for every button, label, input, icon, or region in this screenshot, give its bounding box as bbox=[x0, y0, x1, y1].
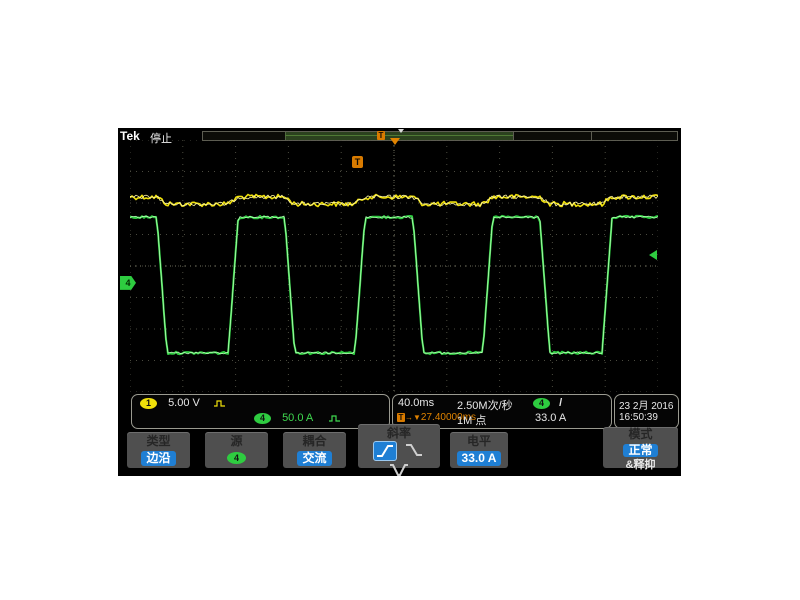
menu-trigger-mode-value2: &释抑 bbox=[625, 459, 656, 471]
menu-trigger-type[interactable]: 类型 边沿 bbox=[127, 432, 190, 468]
menu-trigger-slope-label: 斜率 bbox=[386, 426, 411, 440]
menu-trigger-level[interactable]: 电平 33.0 A bbox=[450, 432, 508, 468]
timebase-readout: 40.0ms bbox=[398, 397, 435, 409]
menu-trigger-source-label: 源 bbox=[230, 434, 243, 448]
expansion-point-icon[interactable] bbox=[390, 138, 400, 145]
time-readout: 16:50:39 bbox=[619, 412, 658, 423]
falling-slope-icon[interactable] bbox=[403, 441, 425, 459]
menu-trigger-mode-value: 正常 bbox=[623, 444, 658, 457]
sample-rate-readout: 2.50M次/秒 bbox=[457, 400, 513, 412]
trigger-position-icon[interactable]: T bbox=[352, 156, 363, 168]
oscilloscope-screen: Tek 停止 T T 4 1 5.00 V bbox=[118, 128, 681, 476]
menu-trigger-source-badge: 4 bbox=[227, 451, 246, 464]
ch4-bandwidth-icon bbox=[328, 414, 340, 422]
graticule bbox=[130, 140, 658, 392]
record-length-readout: 1M 点 bbox=[457, 415, 487, 427]
acquisition-status-label: 停止 bbox=[150, 133, 172, 145]
record-view-bar[interactable]: T bbox=[202, 129, 678, 141]
record-view-window[interactable] bbox=[285, 132, 513, 140]
ch1-bandwidth-icon bbox=[213, 399, 225, 407]
menu-trigger-coupling[interactable]: 耦合 交流 bbox=[283, 432, 346, 468]
record-view-bracket-right bbox=[513, 132, 514, 140]
menu-trigger-slope[interactable]: 斜率 bbox=[358, 424, 440, 476]
record-view-trigger-icon[interactable]: T bbox=[377, 131, 385, 140]
menu-trigger-coupling-label: 耦合 bbox=[302, 434, 327, 448]
horizontal-trigger-readout-box: 40.0ms 2.50M次/秒 4 / T →▼27.40000ms 1M 点 3… bbox=[392, 394, 612, 429]
menu-trigger-source[interactable]: 源 4 bbox=[205, 432, 268, 468]
ch1-scale: 5.00 V bbox=[168, 397, 200, 409]
datetime-box: 23 2月 2016 16:50:39 bbox=[614, 394, 679, 429]
ch4-badge[interactable]: 4 bbox=[254, 412, 271, 424]
menu-trigger-type-value: 边沿 bbox=[141, 451, 176, 466]
trigger-source-badge: 4 bbox=[533, 397, 550, 409]
menu-trigger-coupling-value: 交流 bbox=[297, 451, 332, 466]
either-slope-icon[interactable] bbox=[388, 461, 410, 479]
waveform-traces bbox=[130, 193, 658, 356]
ch4-ground-marker[interactable]: 4 bbox=[120, 275, 136, 290]
menu-trigger-level-label: 电平 bbox=[466, 434, 491, 448]
tek-logo: Tek bbox=[120, 129, 140, 143]
rising-slope-icon[interactable] bbox=[372, 441, 397, 461]
trigger-delay-readout: 27.40000ms bbox=[420, 412, 476, 423]
date-readout: 23 2月 2016 bbox=[619, 401, 674, 412]
trigger-level-readout: 33.0 A bbox=[535, 412, 567, 424]
record-view-divider bbox=[591, 132, 592, 140]
record-view-expansion-tick bbox=[398, 129, 404, 133]
ch1-badge[interactable]: 1 bbox=[140, 397, 157, 409]
trigger-level-arrow[interactable] bbox=[649, 249, 657, 260]
channel-readout-box: 1 5.00 V 4 50.0 A bbox=[131, 394, 390, 429]
delay-arrows: →▼ bbox=[405, 413, 421, 422]
menu-trigger-level-value: 33.0 A bbox=[456, 451, 502, 466]
menu-trigger-type-label: 类型 bbox=[146, 434, 171, 448]
ch4-scale: 50.0 A bbox=[282, 412, 313, 424]
menu-trigger-mode-label: 模式 bbox=[628, 427, 653, 441]
delay-trigger-icon: T bbox=[397, 413, 405, 422]
trigger-slope-glyph: / bbox=[559, 397, 563, 409]
menu-trigger-mode[interactable]: 模式 正常 &释抑 bbox=[603, 427, 678, 471]
